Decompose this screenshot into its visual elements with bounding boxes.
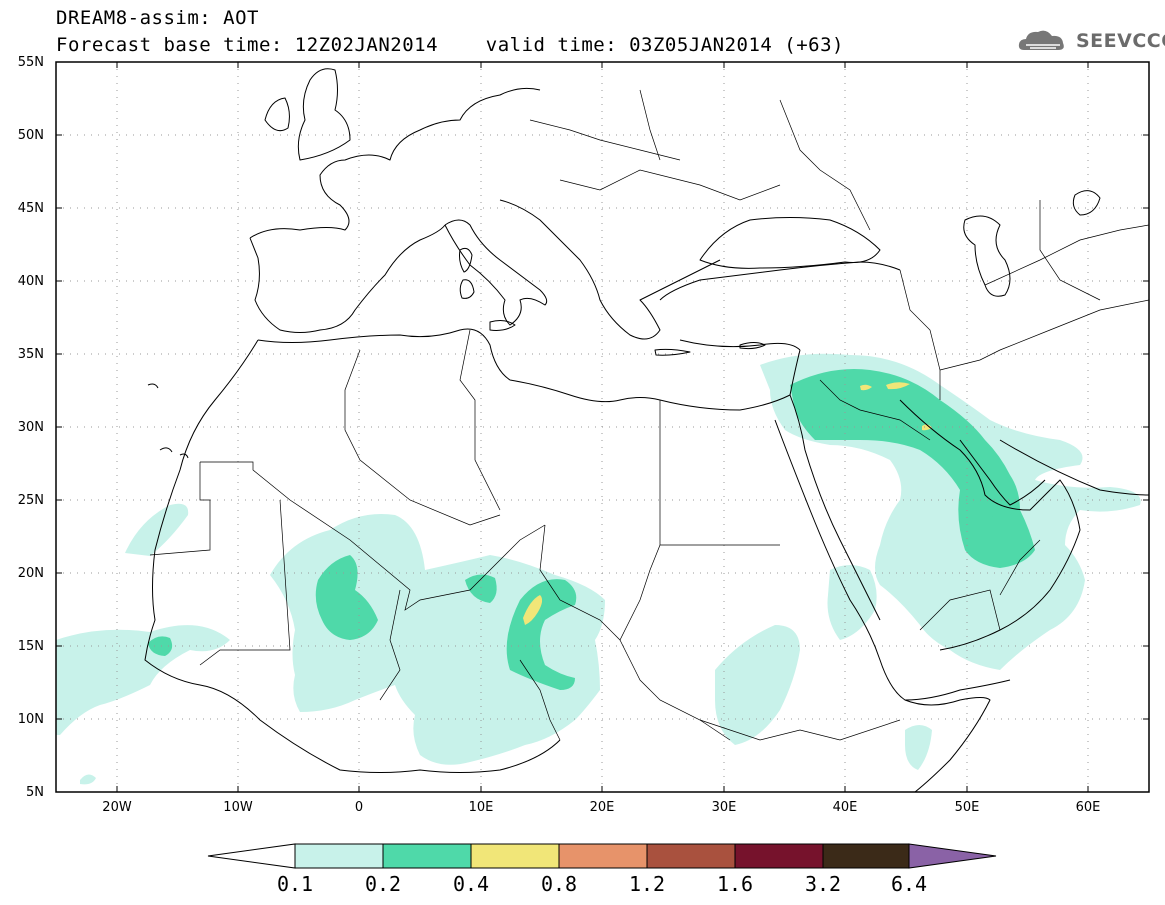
colorbar-bin-0.2 — [382, 843, 472, 869]
lon-label: 20E — [589, 800, 615, 815]
aot-level-0.1 — [56, 353, 1141, 785]
lat-label: 40N — [17, 274, 44, 289]
colorbar — [207, 843, 997, 869]
lat-label: 55N — [17, 55, 44, 70]
lat-label: 5N — [26, 785, 44, 800]
coastlines — [144, 68, 1149, 792]
lat-label: 30N — [17, 420, 44, 435]
colorbar-label: 0.4 — [452, 872, 490, 896]
lon-label: 10W — [223, 800, 253, 815]
axis-ticks — [56, 61, 1149, 793]
lon-label: 50E — [954, 800, 980, 815]
cloud-logo-icon — [1018, 30, 1064, 50]
colorbar-label: 1.2 — [628, 872, 666, 896]
aot-level-0.2 — [148, 369, 1035, 690]
colorbar-below-arrow — [207, 843, 296, 869]
lat-label: 45N — [17, 201, 44, 216]
lon-label: 60E — [1075, 800, 1101, 815]
lon-label: 30E — [711, 800, 737, 815]
lat-label: 15N — [17, 639, 44, 654]
lon-label: 10E — [468, 800, 494, 815]
title-line-1: DREAM8-assim: AOT — [56, 7, 259, 29]
logo-text: SEEVCCC — [1076, 30, 1165, 52]
colorbar-bin-1.6 — [734, 843, 824, 869]
lat-label: 10N — [17, 712, 44, 727]
lat-label: 25N — [17, 493, 44, 508]
lat-label: 35N — [17, 347, 44, 362]
lat-label: 50N — [17, 128, 44, 143]
lon-label: 0 — [354, 800, 364, 815]
colorbar-label: 6.4 — [890, 872, 928, 896]
colorbar-above-arrow — [908, 843, 997, 869]
aot-level-0.4 — [523, 382, 932, 625]
colorbar-bin-3.2 — [822, 843, 910, 869]
lon-label: 20W — [102, 800, 132, 815]
colorbar-bin-0.1 — [294, 843, 384, 869]
colorbar-bin-1.2 — [646, 843, 736, 869]
colorbar-bin-0.4 — [470, 843, 560, 869]
colorbar-label: 0.1 — [276, 872, 314, 896]
colorbar-label: 0.2 — [364, 872, 402, 896]
title-line-2: Forecast base time: 12Z02JAN2014 valid t… — [56, 34, 844, 56]
colorbar-bin-0.8 — [558, 843, 648, 869]
country-borders — [149, 89, 1149, 741]
lon-label: 40E — [832, 800, 858, 815]
colorbar-label: 1.6 — [716, 872, 754, 896]
colorbar-label: 0.8 — [540, 872, 578, 896]
colorbar-label: 3.2 — [804, 872, 842, 896]
lat-label: 20N — [17, 566, 44, 581]
graticule — [56, 62, 1149, 792]
